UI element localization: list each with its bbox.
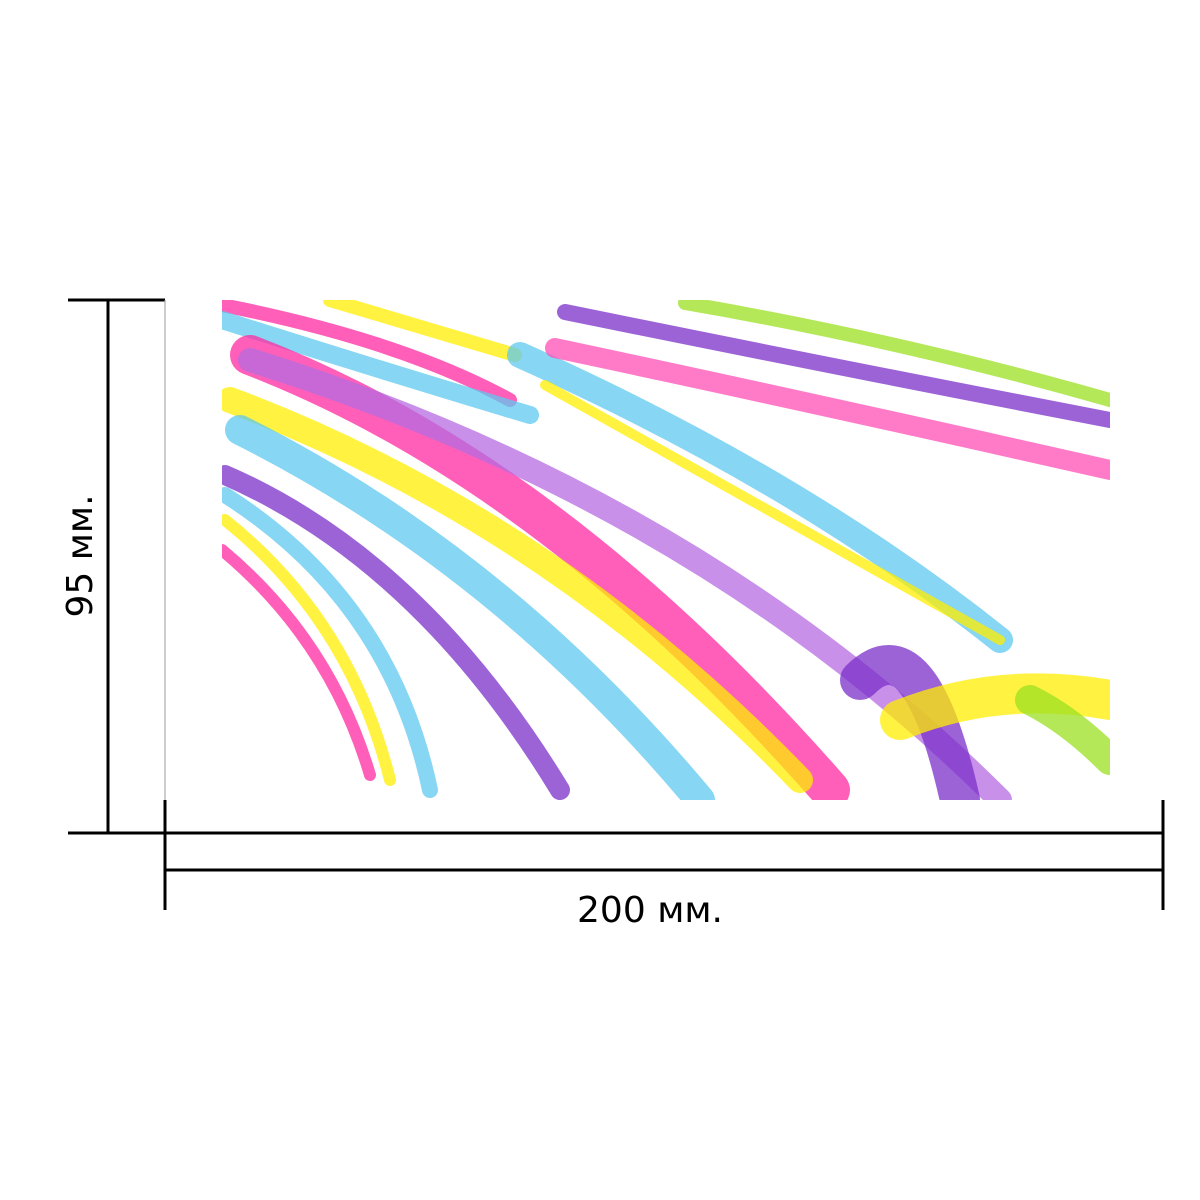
panel-artwork — [222, 300, 1110, 800]
height-label: 95 мм. — [60, 494, 101, 617]
width-label: 200 мм. — [577, 890, 723, 931]
